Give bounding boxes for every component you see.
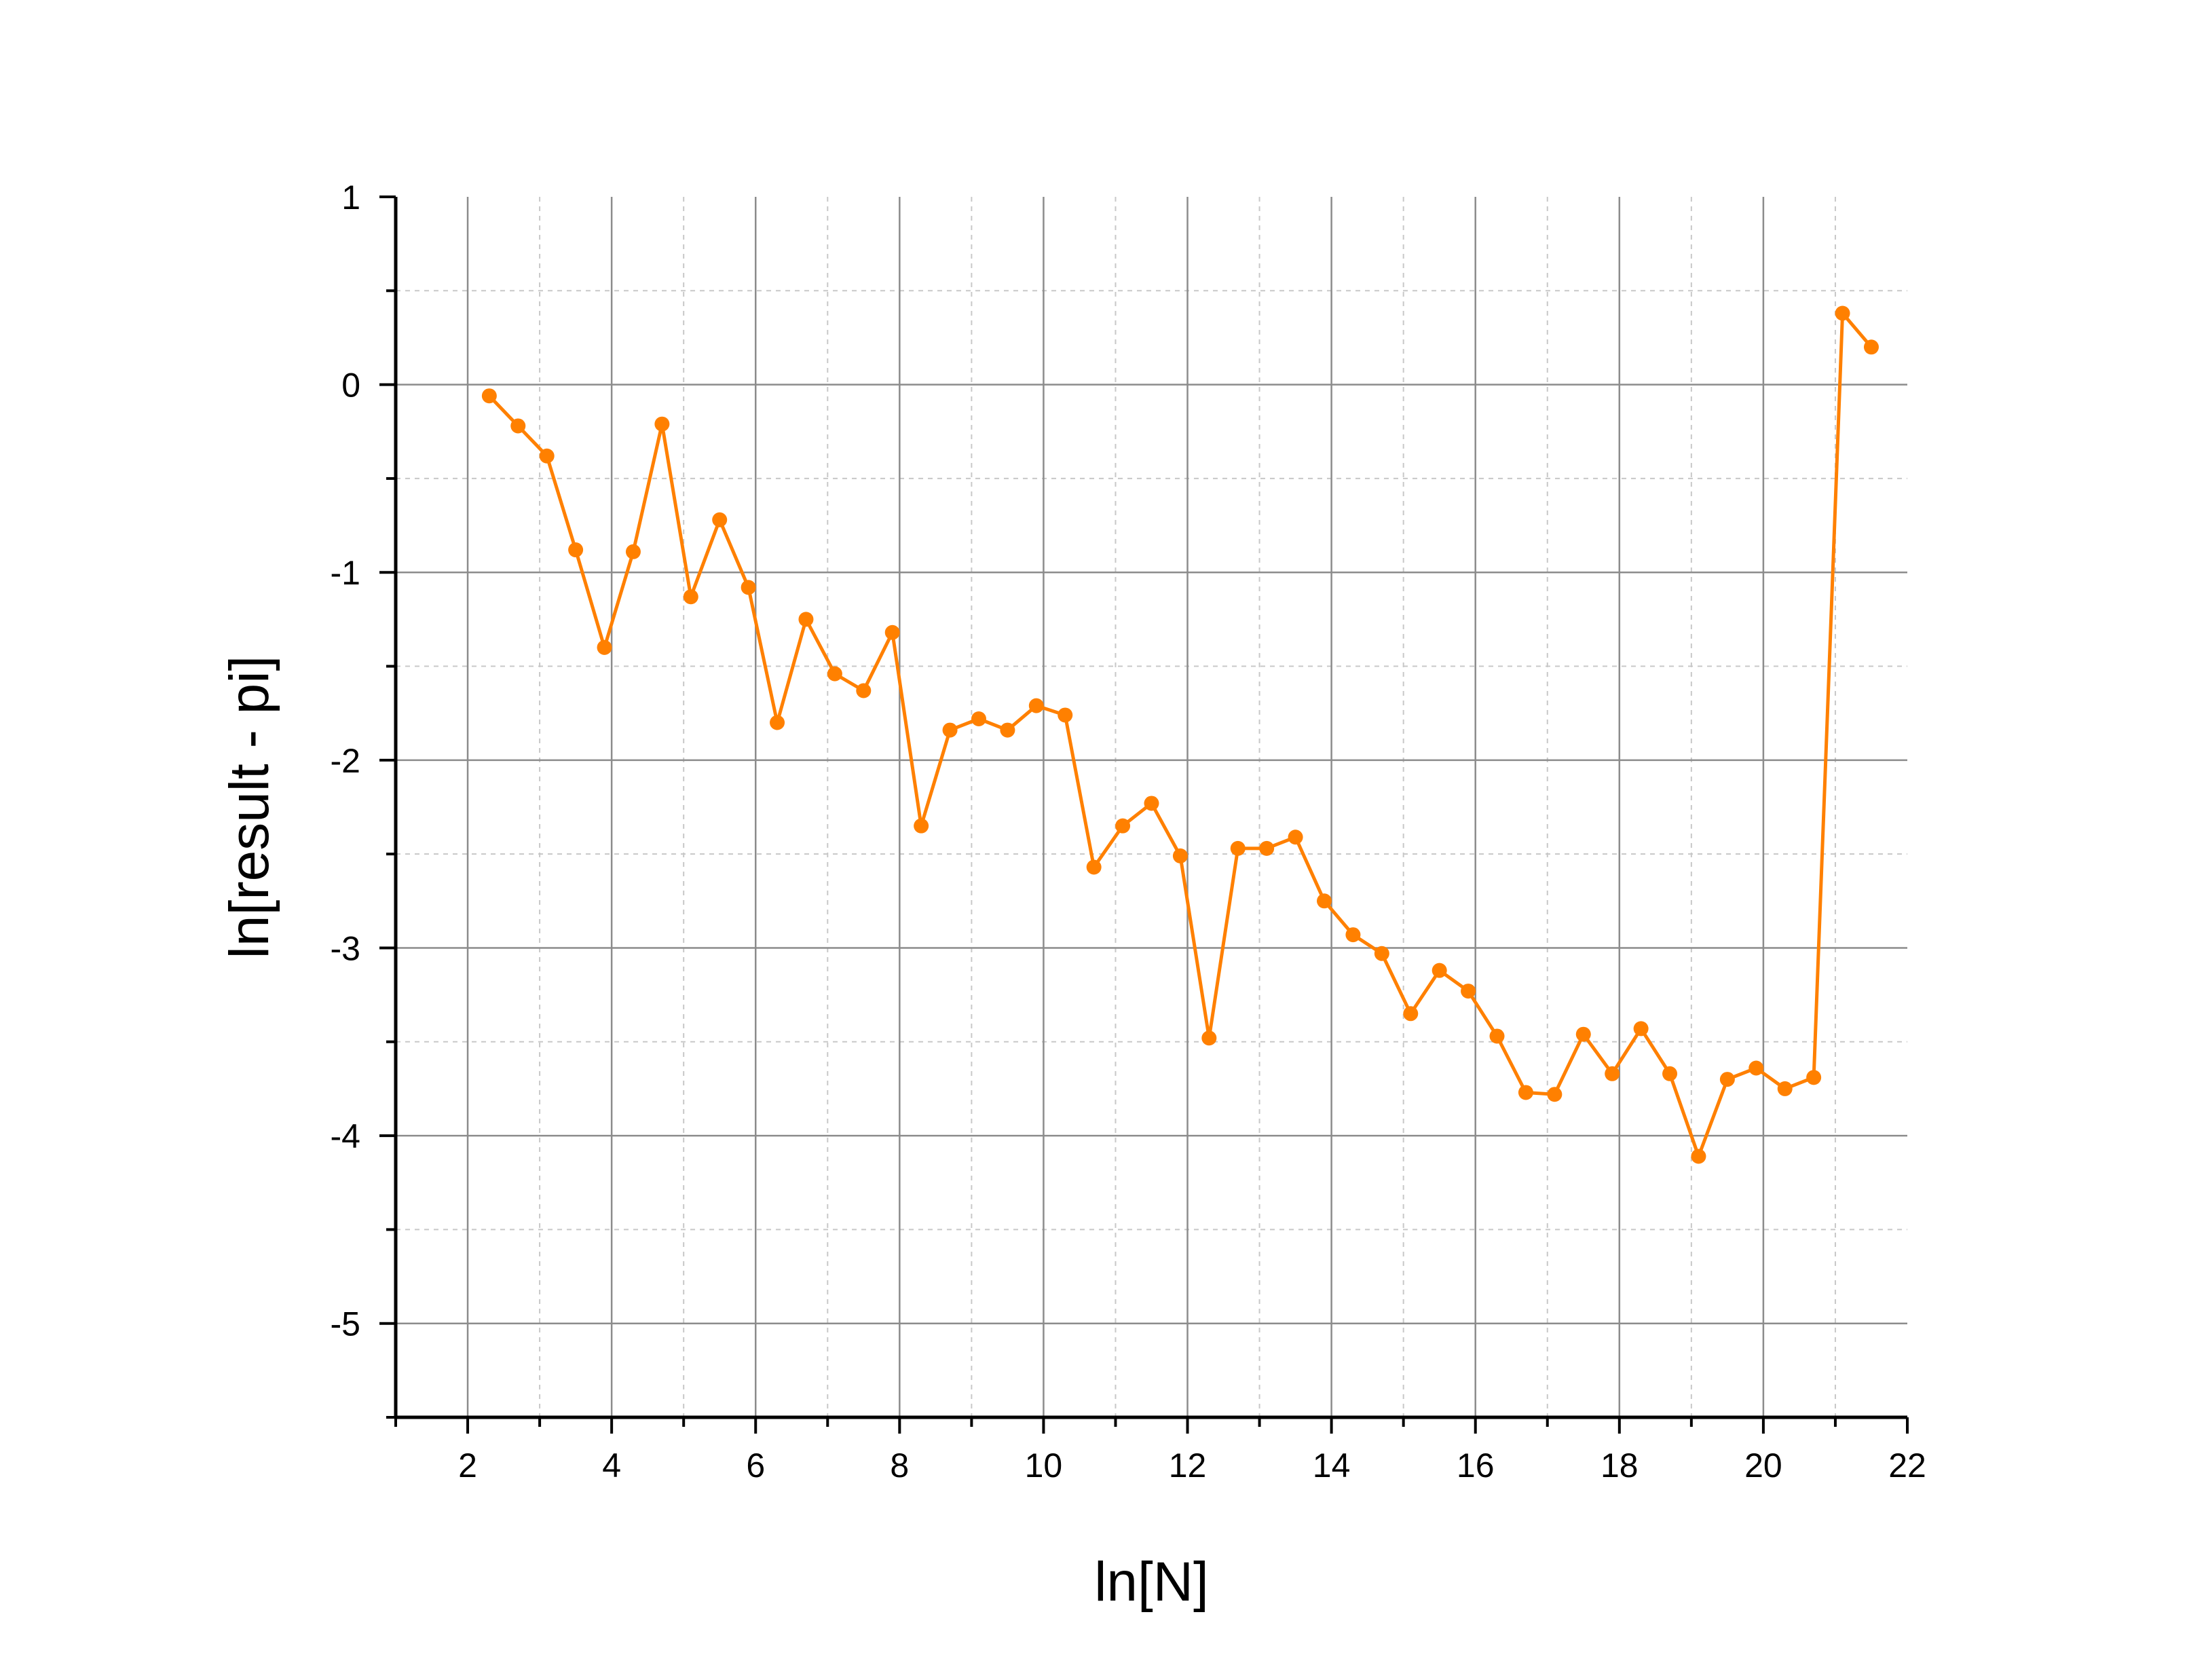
data-point: [712, 512, 728, 527]
data-point: [942, 722, 958, 738]
data-point: [1288, 829, 1303, 845]
data-point: [1489, 1028, 1505, 1044]
data-point: [971, 711, 986, 726]
data-point: [1691, 1149, 1706, 1164]
data-point: [539, 448, 555, 464]
data-point: [770, 715, 785, 730]
series-line: [488, 312, 1873, 1159]
series-layer: [481, 305, 1879, 1164]
data-point: [625, 544, 641, 559]
data-point: [1719, 1072, 1735, 1087]
data-point: [1115, 818, 1131, 834]
x-tick-label: 14: [1313, 1446, 1351, 1485]
data-point: [1777, 1081, 1793, 1096]
x-tick-label: 20: [1744, 1446, 1782, 1485]
data-point: [510, 418, 526, 434]
data-point: [1748, 1060, 1764, 1076]
data-point: [1028, 698, 1044, 713]
y-tick-labels: 1 0 -1 -2 -3 -4 -5: [331, 179, 360, 1343]
data-point: [856, 683, 872, 698]
data-point: [1461, 984, 1476, 999]
x-tick-label: 22: [1888, 1446, 1926, 1485]
x-tick-label: 8: [890, 1446, 909, 1485]
y-tick-label: 1: [341, 179, 360, 217]
data-point: [914, 818, 929, 834]
major-grid: [396, 197, 1907, 1417]
data-point: [1172, 848, 1188, 863]
data-point: [741, 580, 756, 595]
data-point: [827, 666, 842, 682]
data-point: [1374, 946, 1389, 961]
axis-ticks: [379, 195, 1909, 1434]
y-tick-label: -3: [331, 929, 360, 967]
data-point: [1432, 963, 1447, 978]
y-tick-label: 0: [341, 367, 360, 405]
data-point: [1403, 1006, 1419, 1022]
y-axis-title: ln[result - pi]: [219, 656, 280, 959]
data-point: [1575, 1026, 1591, 1042]
y-tick-label: -1: [331, 554, 360, 592]
data-point: [1230, 840, 1246, 856]
x-tick-label: 12: [1169, 1446, 1207, 1485]
data-point: [1633, 1021, 1649, 1037]
data-point: [683, 589, 698, 605]
data-point: [1518, 1085, 1533, 1100]
y-tick-label: -2: [331, 742, 360, 780]
data-point: [481, 388, 497, 404]
data-point: [1605, 1066, 1620, 1081]
data-point: [1259, 840, 1275, 856]
x-tick-label: 2: [458, 1446, 477, 1485]
data-point: [568, 542, 584, 558]
y-tick-label: -4: [331, 1117, 360, 1155]
data-point: [1317, 893, 1332, 909]
data-point: [1806, 1070, 1822, 1085]
data-point: [1058, 707, 1073, 723]
x-tick-label: 18: [1601, 1446, 1639, 1485]
data-point: [1835, 305, 1850, 321]
x-tick-labels: 2 4 6 8 10 12 14 16 18 20 22: [458, 1446, 1926, 1485]
data-point: [884, 624, 900, 640]
x-tick-label: 16: [1457, 1446, 1495, 1485]
x-tick-label: 4: [602, 1446, 621, 1485]
data-point: [654, 416, 670, 432]
data-point: [798, 612, 814, 627]
data-point: [597, 639, 612, 655]
minor-grid: [396, 197, 1907, 1417]
data-point: [1345, 927, 1361, 943]
data-point: [1144, 796, 1159, 811]
data-point: [1201, 1030, 1217, 1046]
data-point: [1547, 1087, 1563, 1102]
x-axis-title: ln[N]: [1094, 1551, 1209, 1613]
data-point: [1863, 339, 1879, 355]
data-point: [1000, 722, 1015, 738]
axes: [394, 197, 1907, 1419]
data-point: [1086, 859, 1102, 875]
x-tick-label: 10: [1025, 1446, 1063, 1485]
y-tick-label: -5: [331, 1305, 360, 1343]
data-point: [1662, 1066, 1678, 1081]
x-tick-label: 6: [746, 1446, 765, 1485]
